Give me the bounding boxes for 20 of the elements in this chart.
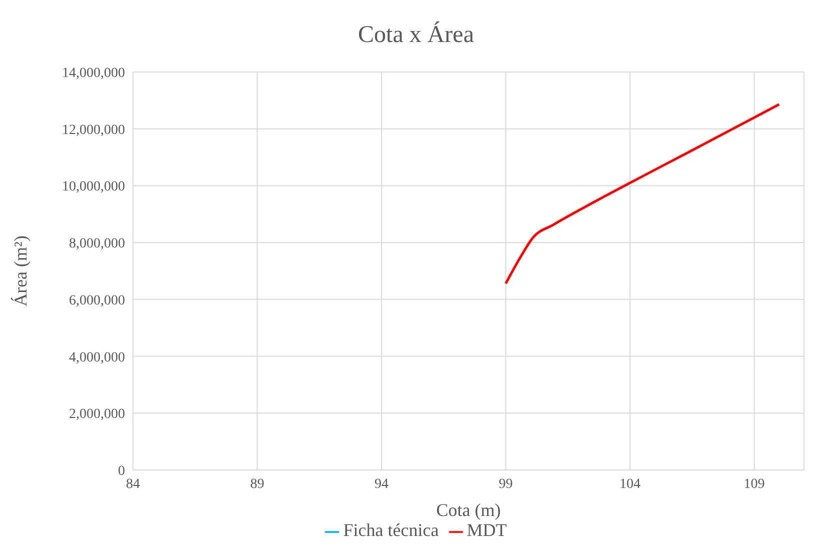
- x-tick-label: 89: [250, 476, 264, 492]
- chart-title: Cota x Área: [357, 20, 475, 50]
- y-tick-label: 6,000,000: [69, 293, 125, 308]
- y-tick-label: 8,000,000: [69, 236, 125, 252]
- x-axis-title: Cota (m): [436, 500, 501, 520]
- y-tick-label: 2,000,000: [69, 407, 125, 422]
- x-tick-label: 99: [498, 476, 513, 492]
- y-tick-label: 10,000,000: [62, 180, 125, 195]
- legend-label: MDT: [466, 520, 507, 540]
- x-tick-label: 84: [126, 476, 140, 492]
- y-tick-label: 0: [118, 464, 125, 479]
- y-tick-label: 14,000,000: [62, 66, 125, 81]
- x-tick-label: 104: [620, 476, 641, 492]
- line-series: [504, 103, 780, 285]
- y-tick-label: 12,000,000: [62, 122, 125, 138]
- legend-label: Ficha técnica: [343, 520, 439, 540]
- x-tick-label: 94: [374, 476, 389, 492]
- y-tick-label: 4,000,000: [69, 350, 125, 366]
- x-tick-label: 109: [744, 476, 765, 492]
- y-axis-title: Área (m²): [10, 236, 30, 306]
